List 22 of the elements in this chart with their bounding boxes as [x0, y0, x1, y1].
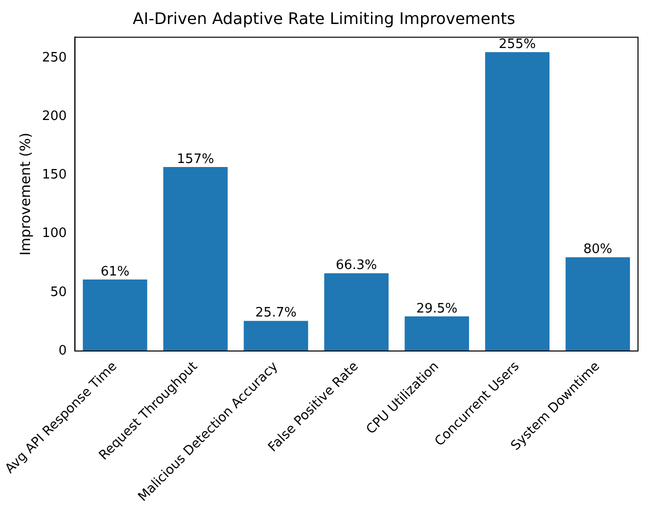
chart-title: AI-Driven Adaptive Rate Limiting Improvements: [132, 8, 516, 28]
data-label: 80%: [583, 242, 612, 258]
y-axis-title: Improvement (%): [18, 132, 34, 256]
data-label: 25.7%: [255, 306, 297, 321]
y-tick-label: 50: [50, 284, 67, 300]
y-tick-label: 100: [42, 226, 67, 242]
data-label: 66.3%: [336, 258, 378, 274]
bar: [404, 316, 470, 351]
data-label: 61%: [100, 264, 130, 280]
data-label: 255%: [498, 37, 536, 52]
bar: [82, 279, 148, 351]
y-tick-label: 250: [42, 50, 67, 66]
bar: [324, 273, 389, 351]
y-tick-label: 0: [58, 343, 67, 358]
bar: [485, 52, 550, 351]
y-tick-label: 150: [42, 168, 67, 183]
bar: [244, 320, 308, 351]
data-label: 29.5%: [416, 301, 458, 316]
bar: [566, 257, 630, 351]
bar: [163, 166, 228, 351]
data-label: 157%: [176, 152, 214, 167]
y-tick-label: 200: [42, 108, 67, 124]
